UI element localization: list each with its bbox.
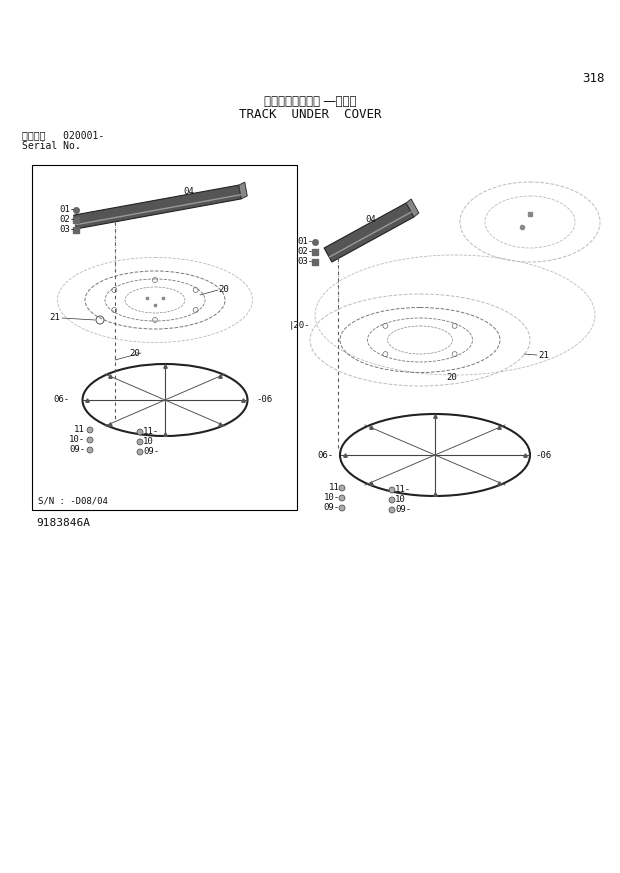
Text: 04: 04	[365, 216, 376, 224]
Text: 20: 20	[218, 285, 229, 294]
Text: Serial No.: Serial No.	[22, 141, 81, 151]
Text: 9183846A: 9183846A	[36, 518, 90, 528]
Circle shape	[87, 437, 93, 443]
Text: 適用号機   020001-: 適用号機 020001-	[22, 130, 104, 140]
Circle shape	[389, 507, 395, 513]
Polygon shape	[74, 185, 241, 229]
Circle shape	[389, 497, 395, 503]
Text: 09-: 09-	[69, 445, 85, 455]
Text: 318: 318	[583, 72, 605, 85]
Text: 09-: 09-	[324, 504, 340, 512]
Circle shape	[339, 495, 345, 501]
Bar	[32, 165, 297, 510]
Circle shape	[339, 505, 345, 511]
Circle shape	[87, 447, 93, 453]
Text: 09-: 09-	[395, 505, 411, 514]
Text: 10: 10	[143, 437, 154, 446]
Text: 10-: 10-	[69, 436, 85, 444]
Polygon shape	[324, 203, 414, 262]
Text: 02-: 02-	[298, 248, 314, 257]
Text: 20: 20	[446, 374, 457, 382]
Circle shape	[339, 485, 345, 491]
Circle shape	[137, 429, 143, 435]
Text: 03-: 03-	[298, 258, 314, 266]
Polygon shape	[406, 199, 419, 217]
Text: 11-: 11-	[143, 428, 159, 436]
Circle shape	[137, 449, 143, 455]
Text: 03-: 03-	[59, 225, 75, 235]
Text: 06-: 06-	[317, 450, 333, 459]
Text: TRACK  UNDER  COVER: TRACK UNDER COVER	[239, 108, 381, 121]
Text: 10-: 10-	[324, 493, 340, 503]
Text: -06: -06	[256, 395, 272, 404]
Text: 02-: 02-	[59, 216, 75, 224]
Text: 21: 21	[538, 350, 549, 360]
Text: 10: 10	[395, 496, 405, 505]
Text: 11-: 11-	[395, 485, 411, 494]
Text: 01-: 01-	[59, 205, 75, 215]
Circle shape	[87, 427, 93, 433]
Circle shape	[389, 487, 395, 493]
Text: 11: 11	[74, 425, 85, 435]
Text: 11: 11	[329, 484, 340, 492]
Text: S/N : -D08/04: S/N : -D08/04	[38, 497, 108, 506]
Circle shape	[137, 439, 143, 445]
Text: 04: 04	[183, 188, 193, 196]
Text: トラックアンダー ―カバー: トラックアンダー ―カバー	[264, 95, 356, 108]
Text: 06-: 06-	[54, 395, 70, 404]
Text: 09-: 09-	[143, 448, 159, 457]
Text: 20: 20	[129, 348, 140, 358]
Text: 01-: 01-	[298, 237, 314, 246]
Text: |20-: |20-	[288, 320, 310, 329]
Polygon shape	[239, 182, 247, 199]
Text: -06: -06	[535, 450, 551, 459]
Text: 21: 21	[49, 313, 60, 322]
